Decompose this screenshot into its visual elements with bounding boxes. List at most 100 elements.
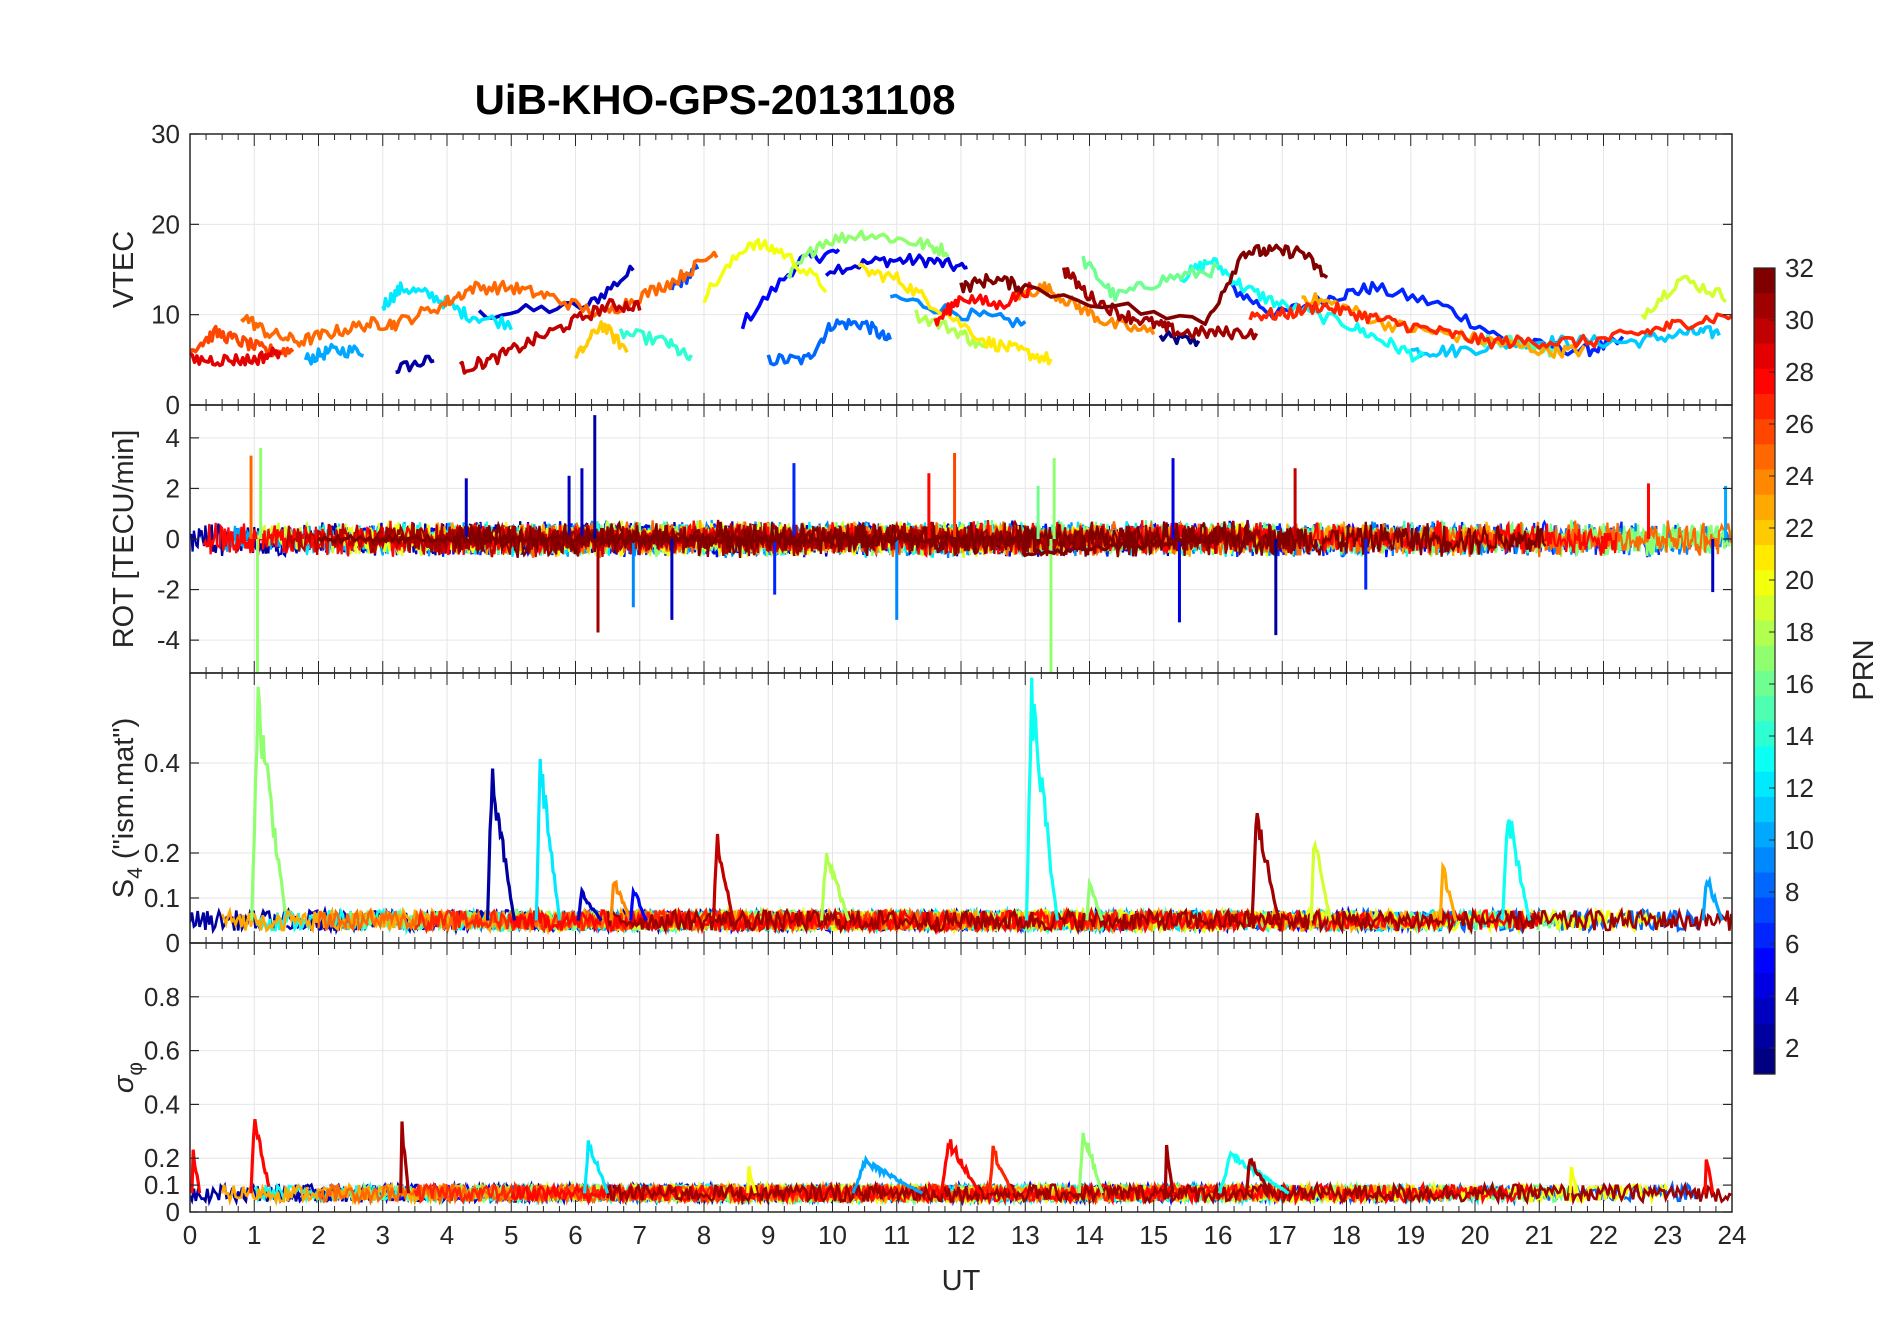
- y-label-main: σ: [108, 1074, 140, 1093]
- sigma_phi-peak: [940, 1139, 982, 1195]
- vtec-series-prn-18: [914, 309, 988, 349]
- vtec-series-prn-31: [1062, 267, 1259, 341]
- panel-s4: [190, 677, 1732, 936]
- colorbar-tick-label: 24: [1785, 461, 1814, 491]
- y-tick-label: 20: [151, 209, 180, 239]
- x-tick-label: 24: [1718, 1220, 1747, 1250]
- colorbar-tick-label: 10: [1785, 825, 1814, 855]
- x-tick-label: 4: [440, 1220, 454, 1250]
- y-tick-label: 0: [166, 390, 180, 420]
- x-tick-label: 12: [947, 1220, 976, 1250]
- vtec-series-prn-22: [573, 320, 629, 360]
- colorbar-tick-label: 14: [1785, 721, 1814, 751]
- colorbar-swatch: [1754, 1048, 1775, 1075]
- colorbar-swatch: [1754, 494, 1775, 521]
- colorbar-swatch: [1754, 746, 1775, 773]
- sigma_phi-peak: [1217, 1150, 1290, 1195]
- x-tick-label: 22: [1589, 1220, 1618, 1250]
- vtec-series-prn-6: [1229, 280, 1625, 358]
- vtec-series-prn-30: [458, 297, 642, 375]
- colorbar-swatch: [1754, 318, 1775, 345]
- colorbar-tick-label: 16: [1785, 669, 1814, 699]
- s4-peak: [712, 833, 735, 921]
- colorbar-label: PRN: [1848, 639, 1880, 700]
- colorbar-swatch: [1754, 897, 1775, 924]
- vtec-series-prn-9: [889, 293, 1027, 329]
- x-tick-label: 10: [818, 1220, 847, 1250]
- s4-peak: [1085, 877, 1104, 922]
- x-tick-label: 23: [1653, 1220, 1682, 1250]
- colorbar-swatch: [1754, 696, 1775, 722]
- colorbar-swatch: [1754, 570, 1775, 597]
- vtec-series-prn-8: [766, 318, 892, 367]
- colorbar-swatch: [1754, 595, 1775, 622]
- sigma_phi-peak: [851, 1154, 924, 1195]
- vtec-series-prn-16: [1081, 255, 1220, 302]
- vtec-series-prn-14: [618, 328, 693, 362]
- rot-series-prn-32: [452, 520, 1547, 559]
- axes-box: [189, 942, 1733, 1213]
- y-tick-label: -2: [157, 575, 180, 605]
- vtec-series-prn-20: [702, 238, 828, 304]
- x-tick-label: 5: [504, 1220, 518, 1250]
- y-tick-label: 30: [151, 119, 180, 149]
- y-axis-label: ROT [TECU/min]: [108, 430, 140, 649]
- sigma_phi-peak: [399, 1121, 410, 1194]
- y-tick-label: 0: [166, 928, 180, 958]
- s4-peak: [1309, 839, 1332, 921]
- x-tick-label: 7: [633, 1220, 647, 1250]
- colorbar-swatch: [1754, 822, 1775, 848]
- y-tick-label: 0.4: [144, 1089, 180, 1119]
- s4-peak: [534, 758, 561, 921]
- x-tick-label: 6: [568, 1220, 582, 1250]
- y-tick-label: -4: [157, 625, 180, 655]
- x-tick-label: 8: [697, 1220, 711, 1250]
- colorbar-swatch: [1754, 645, 1775, 672]
- sigma_phi-peak: [190, 1149, 202, 1194]
- axes-layer: 0102030-4-202400.10.20.400.10.20.40.60.8…: [144, 119, 1747, 1250]
- colorbar-swatch: [1754, 1023, 1775, 1050]
- sigma_phi-peak: [249, 1118, 271, 1194]
- colorbar-swatch: [1754, 293, 1775, 319]
- s4-peak: [250, 686, 287, 921]
- y-tick-label: 0: [166, 1197, 180, 1227]
- vtec-series-prn-19: [1640, 274, 1727, 320]
- vtec-series-prn-12: [381, 281, 513, 331]
- s4-peak: [1438, 861, 1458, 921]
- vtec-series-prn-28: [933, 281, 1034, 327]
- x-tick-label: 16: [1204, 1220, 1233, 1250]
- y-tick-label: 0.2: [144, 838, 180, 868]
- x-tick-label: 13: [1011, 1220, 1040, 1250]
- colorbar-tick-label: 18: [1785, 617, 1814, 647]
- colorbar-swatch: [1754, 419, 1775, 445]
- y-tick-label: 0.6: [144, 1036, 180, 1066]
- y-tick-label: 0.1: [144, 883, 180, 913]
- vtec-series-prn-5: [740, 248, 841, 330]
- x-tick-label: 21: [1525, 1220, 1554, 1250]
- vtec-series-prn-32: [959, 243, 1329, 326]
- s4-peak: [820, 852, 851, 922]
- sigma_phi-peak: [746, 1166, 757, 1194]
- data-layer: [190, 229, 1732, 1207]
- colorbar-tick-label: 22: [1785, 513, 1814, 543]
- colorbar-tick-label: 12: [1785, 773, 1814, 803]
- colorbar-swatch: [1754, 393, 1775, 420]
- panel-sigma_phi: [190, 1118, 1732, 1207]
- rot-series-prn-32-trend: [317, 532, 1216, 558]
- y-axis-label: S4 ("ism.mat"): [108, 718, 147, 899]
- s4-peak: [1250, 812, 1281, 921]
- colorbar-tick-label: 4: [1785, 981, 1799, 1011]
- colorbar-tick-label: 32: [1785, 253, 1814, 283]
- colorbar-swatch: [1754, 545, 1775, 571]
- colorbar-tick-label: 26: [1785, 409, 1814, 439]
- colorbar-tick-label: 2: [1785, 1033, 1799, 1063]
- sigma_phi-peak: [1163, 1144, 1175, 1194]
- vtec-series-prn-13: [1178, 256, 1425, 363]
- vtec-series-prn-25: [240, 250, 719, 348]
- chart-title: UiB-KHO-GPS-20131108: [474, 76, 956, 123]
- y-axis-label: VTEC: [108, 231, 140, 308]
- panel-vtec: [190, 229, 1732, 375]
